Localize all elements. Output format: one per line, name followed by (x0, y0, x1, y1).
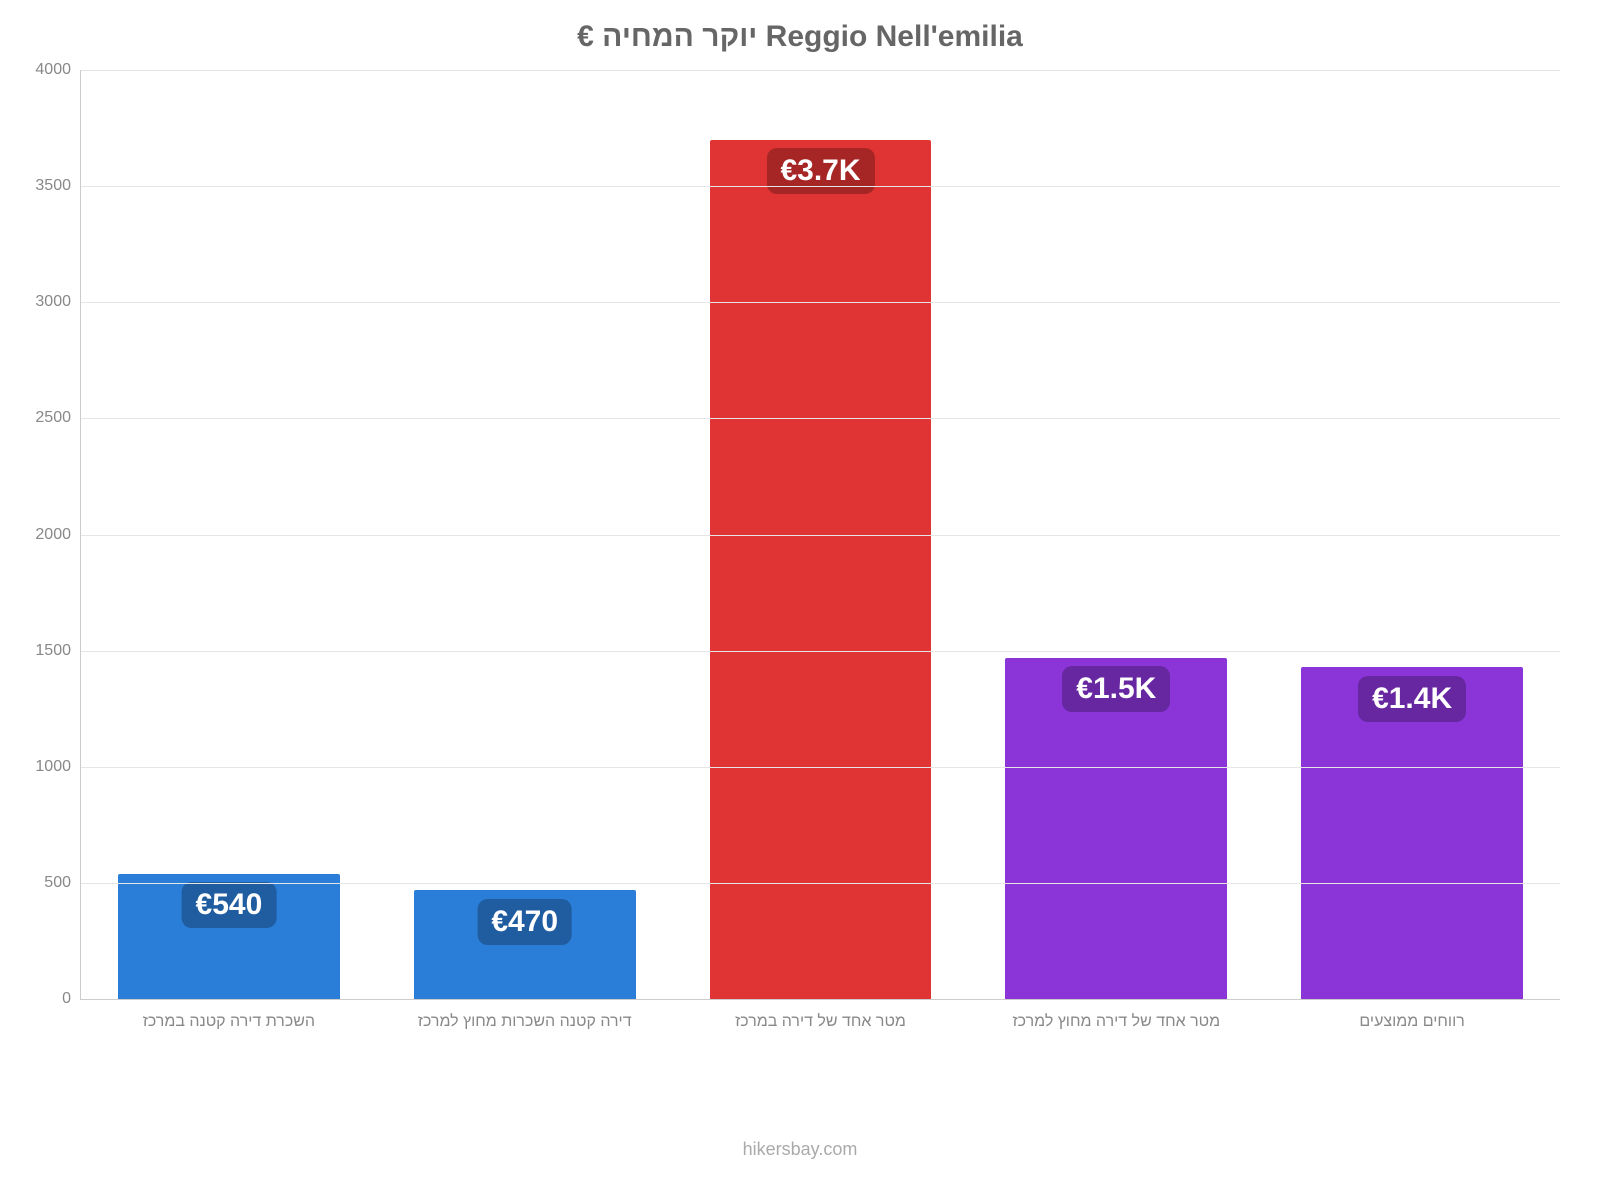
chart-title: € יוקר המחיה Reggio Nell'emilia (0, 20, 1600, 54)
bar-value-label: €470 (477, 899, 572, 945)
y-axis-tick: 2500 (35, 409, 81, 427)
x-axis-label: דירה קטנה השכרות מחוץ למרכז (418, 1013, 632, 1031)
x-axis-label: מטר אחד של דירה במרכז (735, 1013, 906, 1031)
bars-layer: €540 €470 €3.7K €1.5K €1.4K (81, 70, 1560, 999)
y-axis-tick: 3000 (35, 293, 81, 311)
cost-of-living-chart: € יוקר המחיה Reggio Nell'emilia €540 €470… (0, 0, 1600, 1200)
y-axis-tick: 2000 (35, 526, 81, 544)
y-axis-tick: 1000 (35, 758, 81, 776)
y-axis-tick: 3500 (35, 177, 81, 195)
y-axis-tick: 0 (62, 990, 81, 1008)
bar (710, 140, 932, 999)
y-axis-tick: 4000 (35, 61, 81, 79)
y-axis-tick: 1500 (35, 642, 81, 660)
x-axis-label: מטר אחד של דירה מחוץ למרכז (1013, 1013, 1221, 1031)
bar-value-label: €3.7K (766, 148, 874, 194)
y-axis-tick: 500 (44, 874, 81, 892)
chart-footer: hikersbay.com (0, 1139, 1600, 1160)
x-axis-label: רווחים ממוצעים (1359, 1013, 1464, 1031)
x-axis-label: השכרת דירה קטנה במרכז (143, 1013, 315, 1031)
bar-value-label: €1.4K (1358, 676, 1466, 722)
plot-area: €540€470€3.7K€1.5K€1.4K 0500100015002000… (80, 70, 1560, 1000)
bar-value-label: €1.5K (1062, 666, 1170, 712)
bar-value-label: €540 (182, 882, 277, 928)
